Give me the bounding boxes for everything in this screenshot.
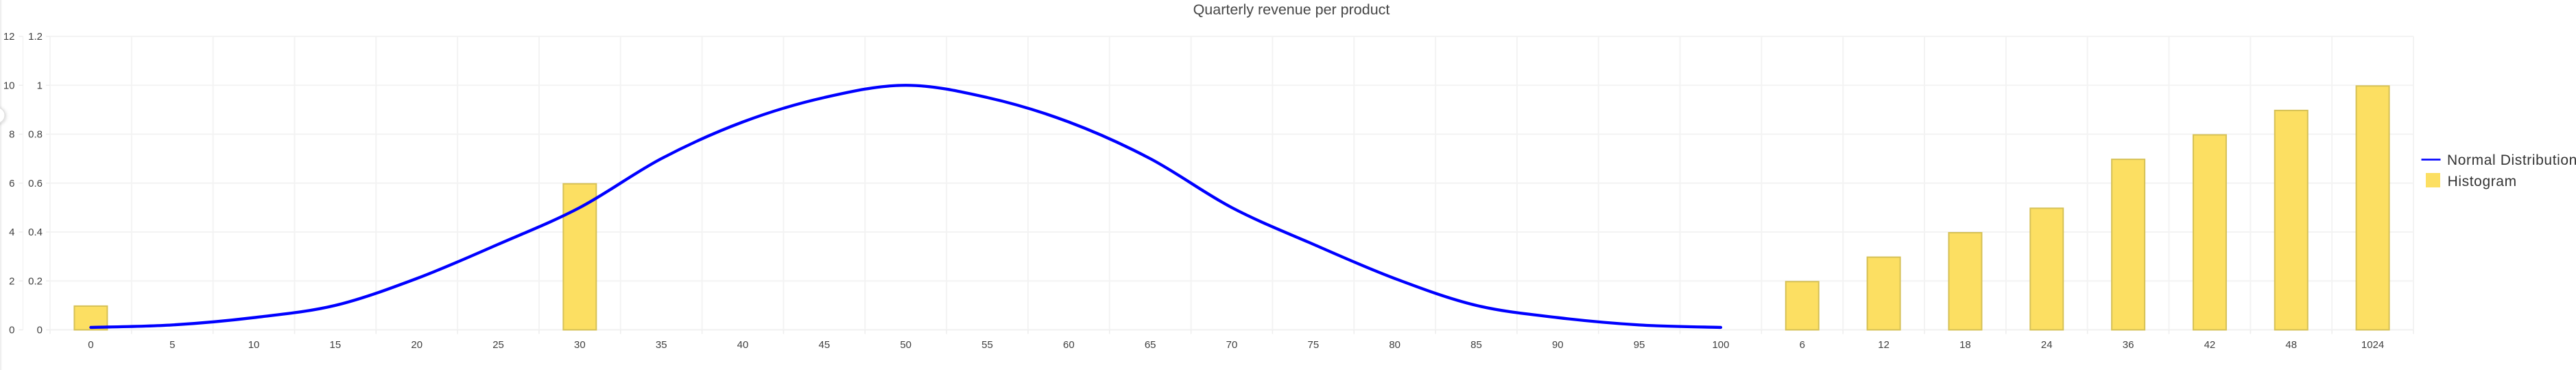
svg-text:0.8: 0.8 bbox=[28, 129, 43, 141]
svg-text:42: 42 bbox=[2204, 339, 2216, 351]
svg-text:0.6: 0.6 bbox=[28, 178, 43, 189]
svg-text:0: 0 bbox=[9, 325, 14, 336]
svg-text:2: 2 bbox=[9, 275, 14, 287]
svg-text:0: 0 bbox=[88, 339, 93, 351]
svg-text:15: 15 bbox=[330, 339, 342, 351]
svg-text:0.4: 0.4 bbox=[28, 227, 43, 238]
svg-text:1: 1 bbox=[37, 80, 43, 91]
svg-text:1.2: 1.2 bbox=[28, 31, 43, 43]
svg-text:80: 80 bbox=[1389, 339, 1400, 351]
svg-text:35: 35 bbox=[656, 339, 667, 351]
svg-text:55: 55 bbox=[981, 339, 993, 351]
svg-text:65: 65 bbox=[1145, 339, 1156, 351]
svg-text:48: 48 bbox=[2285, 339, 2297, 351]
svg-text:25: 25 bbox=[492, 339, 504, 351]
svg-text:90: 90 bbox=[1552, 339, 1564, 351]
svg-text:Histogram: Histogram bbox=[2448, 174, 2517, 189]
svg-text:75: 75 bbox=[1307, 339, 1319, 351]
svg-text:0.2: 0.2 bbox=[28, 275, 43, 287]
svg-text:50: 50 bbox=[900, 339, 911, 351]
svg-text:4: 4 bbox=[9, 227, 14, 238]
svg-text:10: 10 bbox=[3, 80, 15, 91]
svg-text:40: 40 bbox=[737, 339, 749, 351]
svg-text:1024: 1024 bbox=[2361, 339, 2384, 351]
svg-text:6: 6 bbox=[9, 178, 14, 189]
svg-text:60: 60 bbox=[1063, 339, 1075, 351]
svg-text:24: 24 bbox=[2041, 339, 2053, 351]
svg-text:6: 6 bbox=[1800, 339, 1805, 351]
svg-text:5: 5 bbox=[169, 339, 175, 351]
svg-text:45: 45 bbox=[819, 339, 831, 351]
svg-text:12: 12 bbox=[3, 31, 15, 43]
svg-text:10: 10 bbox=[248, 339, 260, 351]
svg-text:20: 20 bbox=[411, 339, 422, 351]
svg-text:12: 12 bbox=[1878, 339, 1889, 351]
svg-text:36: 36 bbox=[2123, 339, 2134, 351]
svg-text:85: 85 bbox=[1470, 339, 1482, 351]
svg-text:100: 100 bbox=[1712, 339, 1729, 351]
svg-text:95: 95 bbox=[1634, 339, 1645, 351]
svg-text:Normal Distribution: Normal Distribution bbox=[2447, 152, 2576, 168]
svg-text:8: 8 bbox=[9, 129, 14, 141]
svg-text:0: 0 bbox=[37, 325, 43, 336]
svg-text:18: 18 bbox=[1959, 339, 1971, 351]
svg-text:Quarterly revenue per product: Quarterly revenue per product bbox=[1193, 1, 1390, 18]
svg-text:30: 30 bbox=[574, 339, 586, 351]
svg-text:70: 70 bbox=[1226, 339, 1238, 351]
